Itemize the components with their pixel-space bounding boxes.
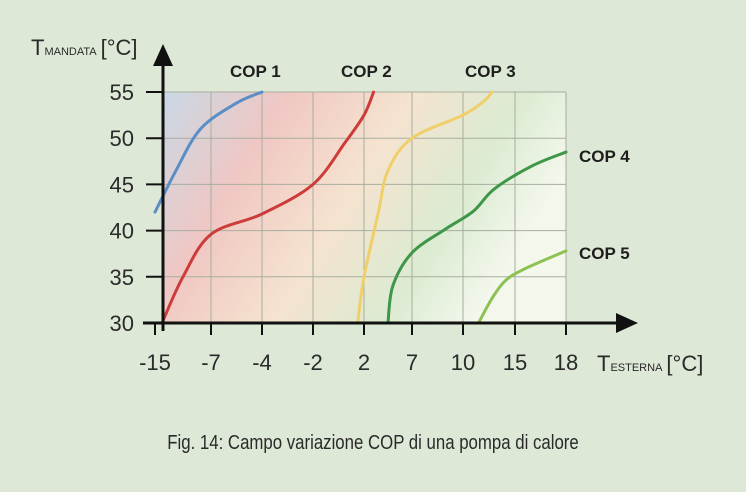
series-label-cop-2: COP 2 xyxy=(341,62,392,81)
x-tick-label: 10 xyxy=(451,350,475,375)
y-tick-label: 50 xyxy=(110,126,134,151)
series-label-cop-5: COP 5 xyxy=(579,244,630,263)
y-tick-label: 40 xyxy=(110,219,134,244)
series-line-cop-1 xyxy=(153,90,264,214)
tick-labels: 30 35 40 45 50 55 -15 -7 -4 -2 2 7 10 15 18 xyxy=(110,80,579,375)
x-tick-label: 18 xyxy=(554,350,578,375)
series-label-cop-3: COP 3 xyxy=(465,62,516,81)
x-tick-label: 7 xyxy=(406,350,418,375)
y-axis-arrow xyxy=(153,44,173,66)
y-axis-title: TMANDATA [°C] xyxy=(31,35,138,60)
y-tick-label: 45 xyxy=(110,172,134,197)
x-tick-label: -2 xyxy=(303,350,323,375)
x-axis-arrow xyxy=(616,313,638,333)
series-line-cop-4 xyxy=(386,150,568,325)
axes xyxy=(143,44,638,335)
y-tick-label: 35 xyxy=(110,265,134,290)
series-line-cop-5 xyxy=(477,249,568,325)
series-label-cop-1: COP 1 xyxy=(230,62,281,81)
series-label-cop-4: COP 4 xyxy=(579,147,630,166)
x-tick-label: -7 xyxy=(201,350,221,375)
y-tick-label: 30 xyxy=(110,311,134,336)
grid xyxy=(163,91,567,323)
x-tick-label: 2 xyxy=(358,350,370,375)
series-labels: COP 1 COP 2 COP 3 COP 4 COP 5 xyxy=(230,62,630,263)
x-tick-label: 15 xyxy=(503,350,527,375)
x-tick-label: -4 xyxy=(252,350,272,375)
x-axis-title: TESTERNA [°C] xyxy=(597,351,703,376)
y-tick-label: 55 xyxy=(110,80,134,105)
series-lines xyxy=(153,90,568,325)
figure-caption: Fig. 14: Campo variazione COP di una pom… xyxy=(167,432,579,454)
x-tick-label: -15 xyxy=(139,350,171,375)
series-line-cop-3 xyxy=(356,90,494,325)
series-line-cop-2 xyxy=(160,90,376,325)
